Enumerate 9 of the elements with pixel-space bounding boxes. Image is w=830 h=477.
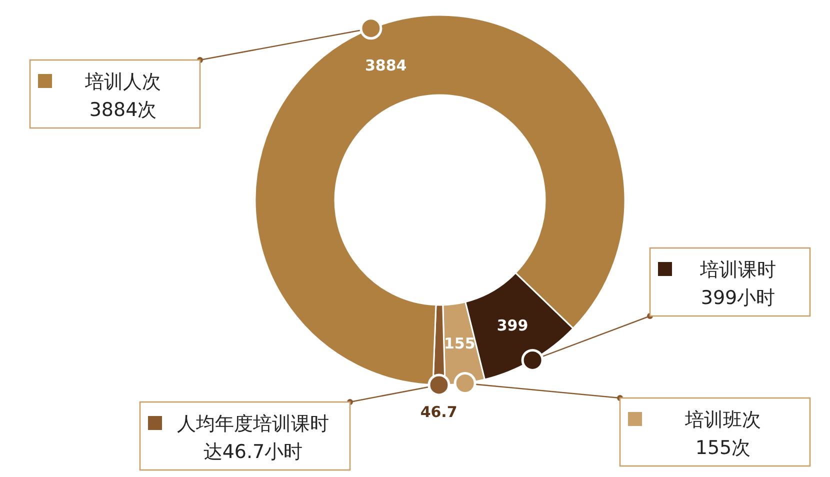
legend-label: 培训班次 <box>684 409 761 431</box>
legend-label: 培训课时 <box>699 259 776 281</box>
donut-slice <box>254 14 626 386</box>
data-label: 46.7 <box>420 402 458 421</box>
data-label: 399 <box>496 316 528 335</box>
legend-label: 人均年度培训课时 <box>177 413 329 435</box>
legend-label: 培训人次 <box>84 71 161 93</box>
data-label: 155 <box>444 334 476 353</box>
data-label: 3884 <box>364 56 407 74</box>
